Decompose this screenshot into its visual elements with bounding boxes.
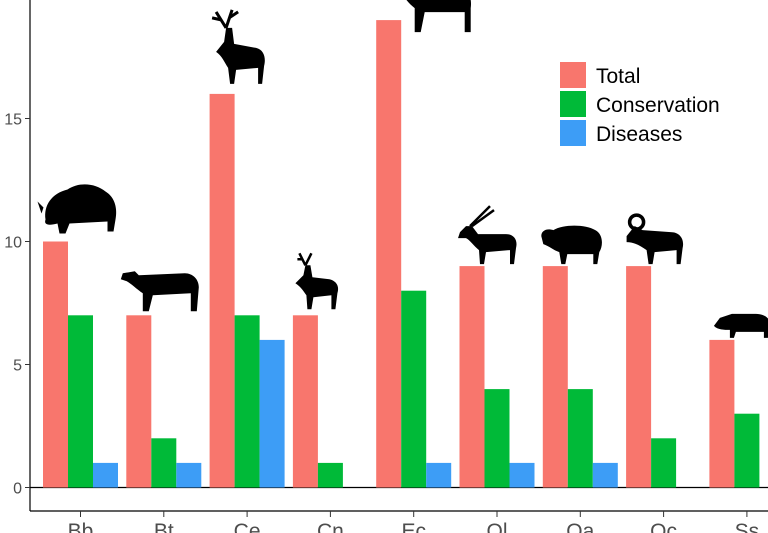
bar-conservation-oc bbox=[651, 438, 677, 488]
x-tick-label: Ec bbox=[401, 520, 426, 533]
sika-deer-antlers bbox=[297, 252, 313, 266]
mouflon-body bbox=[626, 226, 684, 265]
sika-deer-icon bbox=[295, 252, 339, 310]
bar-diseases-bt bbox=[176, 462, 202, 488]
x-tick-label: Oc bbox=[650, 520, 677, 533]
bar-total-oa bbox=[542, 266, 568, 488]
bar-conservation-ss bbox=[734, 413, 760, 488]
bar-total-bt bbox=[126, 315, 152, 488]
red-deer-icon bbox=[211, 9, 265, 84]
x-tick-label: Ss bbox=[735, 520, 760, 533]
x-tick-label: Oa bbox=[566, 520, 594, 533]
oryx-horns bbox=[469, 205, 495, 228]
bars bbox=[43, 20, 760, 488]
horse-icon bbox=[406, 0, 471, 33]
legend-key-diseases bbox=[560, 120, 586, 146]
y-tick-label: 0 bbox=[13, 481, 22, 498]
bar-conservation-ol bbox=[484, 389, 510, 488]
oryx-icon bbox=[458, 205, 517, 265]
bison-icon bbox=[37, 184, 117, 234]
legend: Total Conservation Diseases bbox=[560, 62, 720, 146]
horse-body bbox=[406, 0, 471, 33]
sheep-icon bbox=[541, 225, 602, 265]
bar-total-ce bbox=[209, 93, 235, 488]
animal-icons bbox=[37, 0, 768, 338]
y-tick-label: 10 bbox=[4, 235, 22, 252]
sheep-body bbox=[541, 225, 602, 265]
bar-total-oc bbox=[626, 266, 652, 488]
bar-conservation-bb bbox=[68, 315, 93, 488]
y-tick-label: 5 bbox=[13, 358, 22, 375]
bar-diseases-bb bbox=[93, 462, 118, 488]
bar-total-ss bbox=[709, 339, 735, 488]
x-tick-label: Bb bbox=[68, 520, 94, 533]
bar-diseases-ec bbox=[426, 462, 452, 488]
mouflon-icon bbox=[626, 213, 684, 265]
bison-body bbox=[45, 184, 117, 234]
red-deer-body bbox=[216, 27, 265, 84]
bar-conservation-ce bbox=[234, 315, 260, 488]
x-tick-label: Ce bbox=[234, 520, 261, 533]
legend-label-conservation: Conservation bbox=[596, 94, 720, 117]
cattle-body bbox=[120, 271, 199, 312]
mouflon-horn bbox=[627, 213, 646, 231]
bar-total-cn bbox=[292, 315, 318, 488]
boar-icon bbox=[713, 313, 768, 338]
bison-horn bbox=[37, 201, 44, 214]
x-tick-label: Cn bbox=[317, 520, 344, 533]
bar-total-bb bbox=[43, 241, 68, 488]
y-tick-label: 15 bbox=[4, 112, 22, 129]
red-deer-antlers bbox=[211, 9, 239, 29]
x-tick-label: Bt bbox=[154, 520, 174, 533]
legend-label-diseases: Diseases bbox=[596, 123, 682, 146]
bar-conservation-ec bbox=[401, 290, 427, 488]
boar-body bbox=[713, 313, 768, 338]
bar-total-ec bbox=[376, 20, 402, 488]
bar-diseases-ol bbox=[509, 462, 535, 488]
bar-conservation-cn bbox=[317, 462, 343, 488]
legend-label-total: Total bbox=[596, 65, 640, 88]
legend-key-conservation bbox=[560, 91, 586, 117]
oryx-body bbox=[458, 226, 517, 265]
bar-diseases-oa bbox=[592, 462, 618, 488]
x-tick-label: Ol bbox=[487, 520, 508, 533]
bar-conservation-oa bbox=[567, 389, 593, 488]
bar-diseases-ce bbox=[259, 339, 285, 488]
legend-key-total bbox=[560, 62, 586, 88]
sika-deer-body bbox=[295, 265, 339, 310]
cattle-icon bbox=[120, 271, 199, 312]
bar-total-ol bbox=[459, 266, 485, 488]
bar-conservation-bt bbox=[151, 438, 177, 488]
